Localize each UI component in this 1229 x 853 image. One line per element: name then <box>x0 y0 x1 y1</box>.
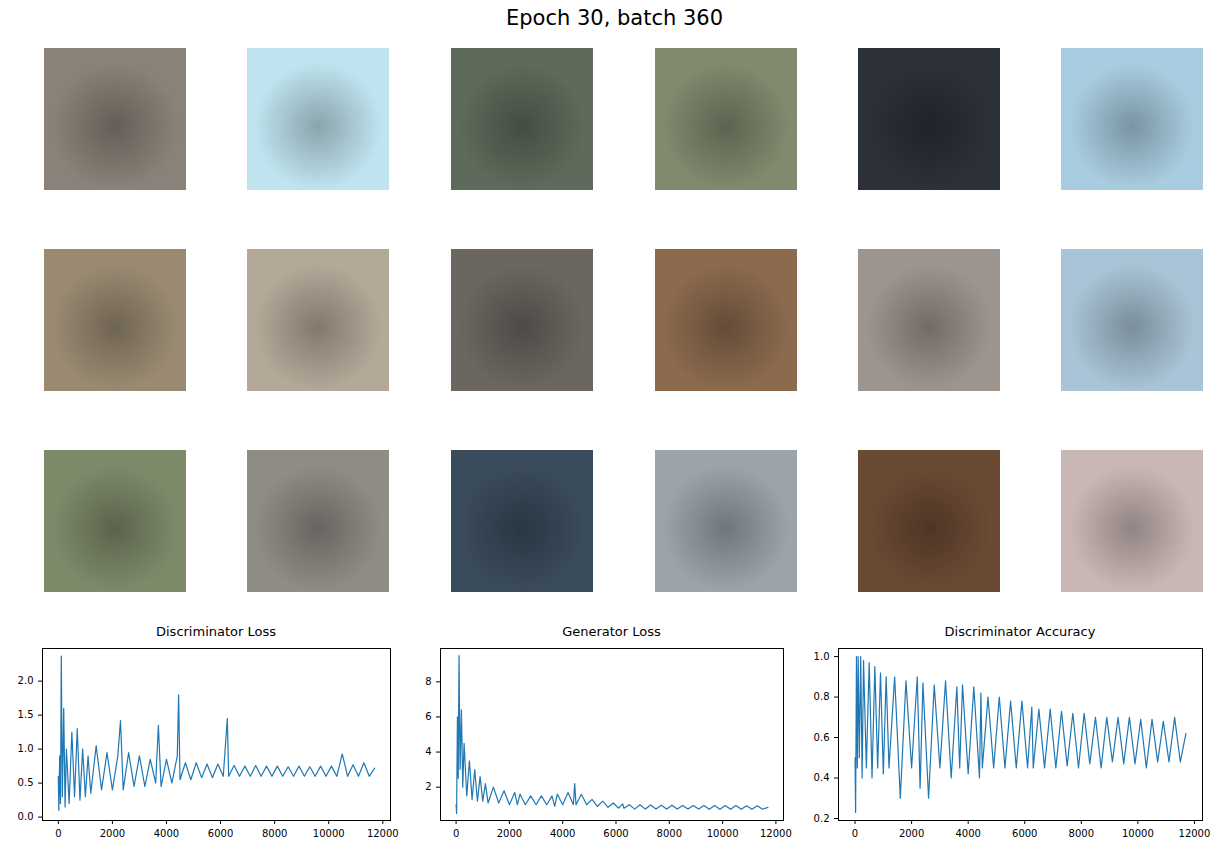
svg-text:0: 0 <box>852 828 858 839</box>
svg-text:4000: 4000 <box>550 828 575 839</box>
svg-text:2000: 2000 <box>497 828 522 839</box>
svg-text:10000: 10000 <box>1122 828 1154 839</box>
svg-text:6000: 6000 <box>603 828 628 839</box>
html-text:Generator Loss: Generator Loss <box>562 624 661 639</box>
svg-text:0.4: 0.4 <box>814 772 830 783</box>
svg-text:0: 0 <box>55 828 61 839</box>
svg-text:8000: 8000 <box>657 828 682 839</box>
html-text:Discriminator Accuracy: Discriminator Accuracy <box>944 624 1096 639</box>
svg-text:4: 4 <box>425 746 431 757</box>
svg-text:6000: 6000 <box>1012 828 1037 839</box>
svg-text:4000: 4000 <box>955 828 980 839</box>
svg-text:2.0: 2.0 <box>18 675 34 686</box>
svg-text:0.5: 0.5 <box>18 777 34 788</box>
html-text:Epoch 30, batch 360: Epoch 30, batch 360 <box>505 6 723 30</box>
svg-text:10000: 10000 <box>313 828 345 839</box>
svg-text:12000: 12000 <box>1179 828 1211 839</box>
svg-text:2000: 2000 <box>100 828 125 839</box>
svg-text:1.0: 1.0 <box>814 651 830 662</box>
svg-text:4000: 4000 <box>154 828 179 839</box>
svg-text:1.5: 1.5 <box>18 709 34 720</box>
svg-text:6000: 6000 <box>208 828 233 839</box>
html-text:Discriminator Loss: Discriminator Loss <box>156 624 276 639</box>
svg-text:10000: 10000 <box>707 828 739 839</box>
svg-text:0.0: 0.0 <box>18 811 34 822</box>
svg-text:2000: 2000 <box>899 828 924 839</box>
svg-text:8000: 8000 <box>262 828 287 839</box>
svg-text:12000: 12000 <box>367 828 399 839</box>
svg-text:12000: 12000 <box>760 828 792 839</box>
svg-text:8: 8 <box>425 676 431 687</box>
svg-text:0.8: 0.8 <box>814 691 830 702</box>
svg-text:6: 6 <box>425 711 431 722</box>
svg-text:1.0: 1.0 <box>18 743 34 754</box>
svg-text:0.6: 0.6 <box>814 732 830 743</box>
svg-text:8000: 8000 <box>1069 828 1094 839</box>
svg-text:0: 0 <box>453 828 459 839</box>
svg-text:2: 2 <box>425 781 431 792</box>
svg-text:0.2: 0.2 <box>814 813 830 824</box>
